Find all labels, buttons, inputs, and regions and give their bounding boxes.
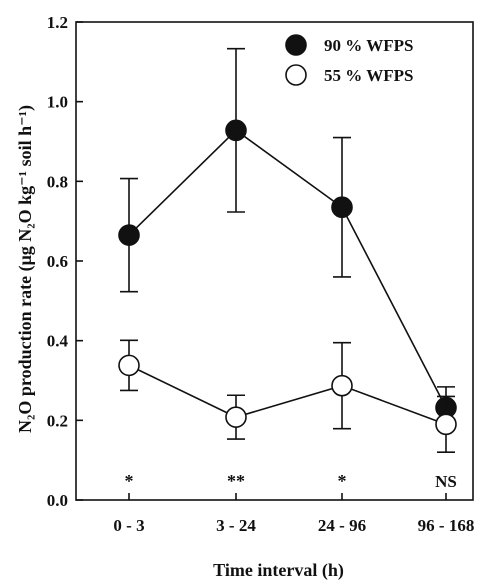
y-tick-label: 1.0	[47, 93, 68, 112]
y-axis-label-text: N₂O production rate (μg N₂O kg⁻¹ soil h⁻…	[15, 105, 36, 433]
data-point-open	[435, 413, 457, 436]
data-point-filled	[118, 224, 140, 246]
series-line-1	[128, 129, 447, 408]
y-tick-label: 0.6	[47, 252, 68, 271]
significance-label: **	[227, 471, 245, 491]
legend-label: 90 % WFPS	[324, 36, 413, 55]
series-line-2	[128, 364, 447, 426]
legend-label: 55 % WFPS	[324, 66, 413, 85]
y-tick-label: 0.0	[47, 491, 68, 510]
data-point-open	[331, 374, 353, 397]
y-tick-label: 0.4	[47, 332, 69, 351]
data-point-open	[225, 406, 247, 428]
y-tick-label: 0.2	[47, 411, 68, 430]
data-point-open	[118, 354, 140, 377]
x-axis-label: Time interval (h)	[213, 560, 344, 581]
y-tick-label: 1.2	[47, 13, 68, 32]
data-point-filled	[331, 196, 353, 219]
y-tick-label: 0.8	[47, 172, 68, 191]
significance-label: NS	[435, 472, 457, 491]
significance-label: *	[338, 471, 347, 491]
legend-marker-filled	[285, 34, 307, 56]
legend-marker-open	[285, 64, 307, 86]
x-tick-label: 24 - 96	[318, 516, 366, 535]
plot-frame	[75, 21, 474, 501]
significance-label: *	[125, 471, 134, 491]
x-tick-label: 96 - 168	[418, 516, 475, 535]
data-point-filled	[225, 119, 247, 142]
x-tick-label: 0 - 3	[113, 516, 144, 535]
x-tick-label: 3 - 24	[216, 516, 256, 535]
y-axis-label: N₂O production rate (μg N₂O kg⁻¹ soil h⁻…	[15, 105, 36, 433]
